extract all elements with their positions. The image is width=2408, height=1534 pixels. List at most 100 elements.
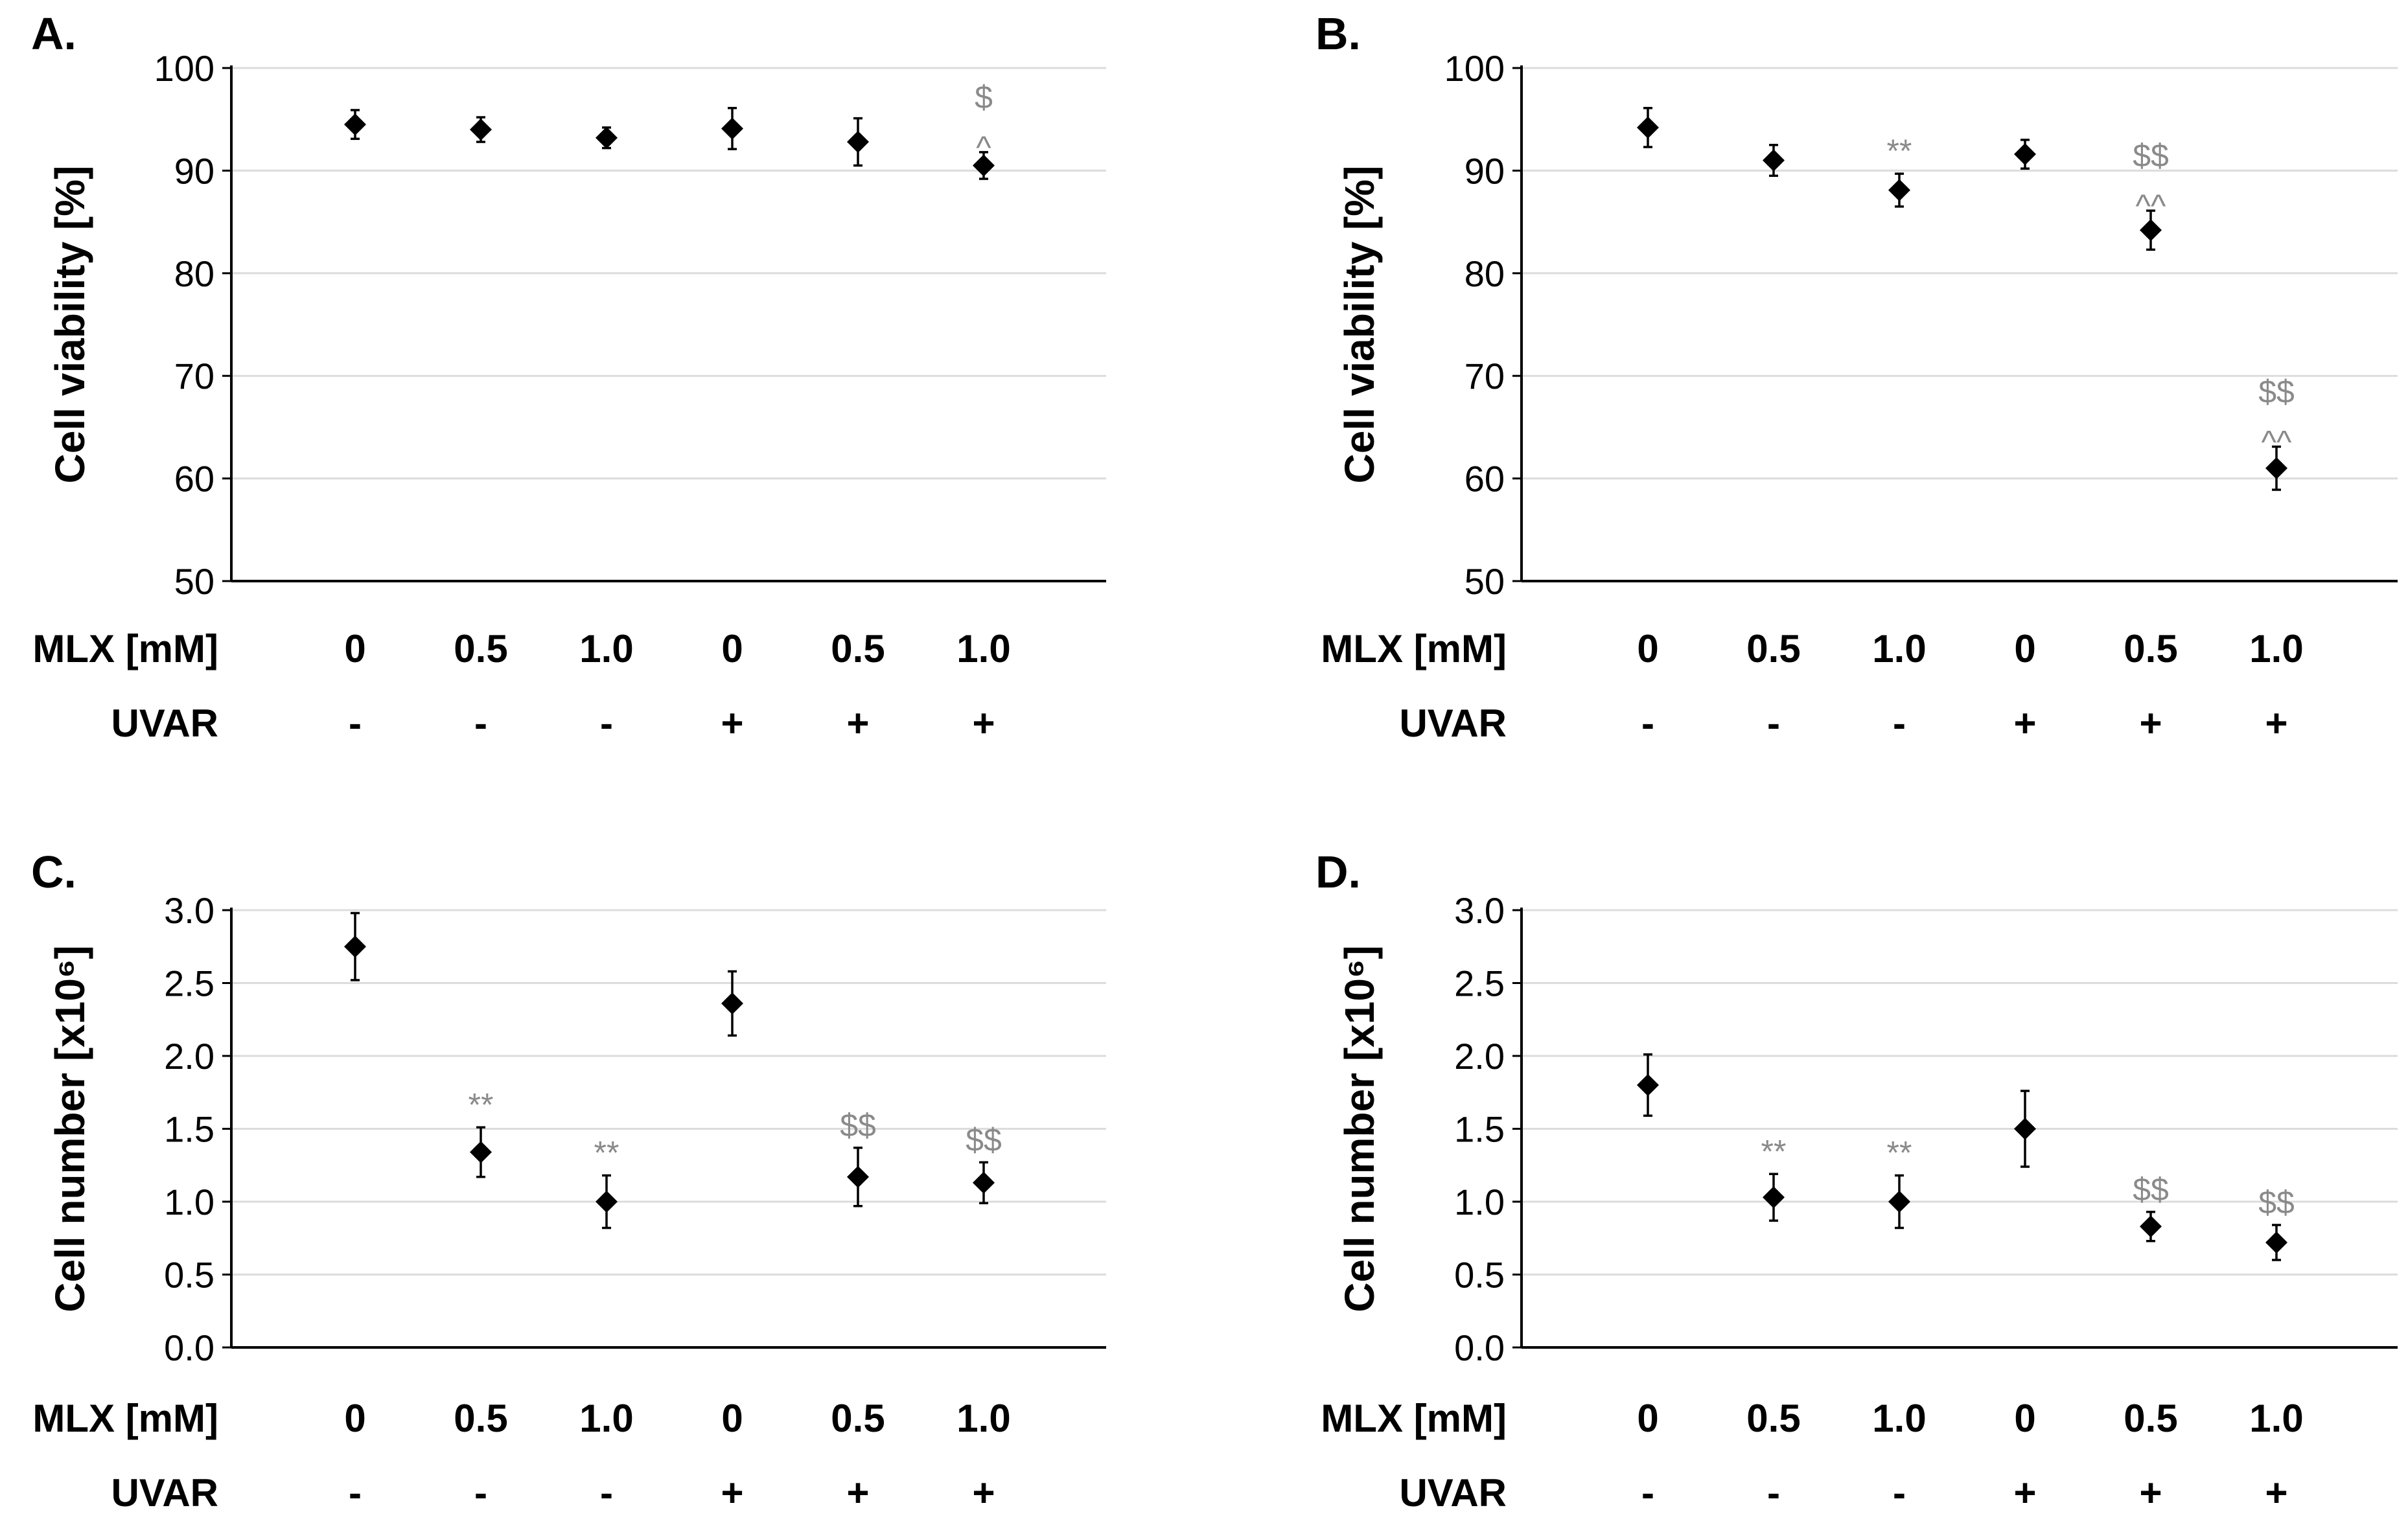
panel-1: A. 50 60 70 80 90 100 Cell viability [%] ^ $ MLX [… bbox=[31, 8, 1106, 745]
significance-label: ** bbox=[594, 1135, 619, 1171]
significance-label: $$ bbox=[840, 1107, 876, 1143]
y-tick-label: 2.5 bbox=[1454, 963, 1505, 1004]
category-label: - bbox=[349, 1471, 362, 1515]
panel-3: C. 0.0 0.5 1.0 1.5 2.0 2.5 3.0 Cell number [x10⁶… bbox=[31, 847, 1106, 1515]
significance-label: ** bbox=[1887, 1135, 1912, 1171]
significance-label: $ bbox=[975, 79, 993, 115]
data-point bbox=[2140, 1215, 2162, 1238]
row-label: UVAR bbox=[1399, 702, 1507, 745]
y-tick-label: 70 bbox=[1464, 356, 1505, 396]
category-label: 0.5 bbox=[454, 1397, 507, 1440]
data-point bbox=[2014, 143, 2036, 166]
category-label: 0.5 bbox=[2124, 1397, 2177, 1440]
row-label: UVAR bbox=[1399, 1471, 1507, 1515]
data-point bbox=[1888, 1191, 1910, 1213]
y-tick-label: 60 bbox=[174, 459, 214, 499]
category-label: - bbox=[600, 1471, 613, 1515]
data-point bbox=[847, 131, 869, 154]
category-label: 0 bbox=[721, 1397, 743, 1440]
panel-letter: A. bbox=[31, 8, 76, 59]
category-label: + bbox=[721, 702, 743, 745]
data-point bbox=[2014, 1117, 2036, 1140]
category-label: 0.5 bbox=[831, 1397, 885, 1440]
data-point bbox=[1763, 1186, 1785, 1209]
data-point bbox=[1888, 179, 1910, 201]
category-label: - bbox=[349, 702, 362, 745]
y-tick-label: 80 bbox=[1464, 253, 1505, 294]
significance-label: ^^ bbox=[2136, 188, 2166, 224]
panel-letter: B. bbox=[1315, 8, 1361, 59]
category-label: 1.0 bbox=[2249, 1397, 2303, 1440]
y-tick-label: 0.0 bbox=[1454, 1327, 1505, 1368]
category-label: - bbox=[1893, 1471, 1906, 1515]
category-label: - bbox=[474, 702, 487, 745]
y-tick-label: 100 bbox=[154, 48, 214, 89]
category-label: 0.5 bbox=[2124, 627, 2177, 670]
category-label: 0 bbox=[2014, 1397, 2035, 1440]
row-label: UVAR bbox=[111, 702, 218, 745]
category-label: 1.0 bbox=[2249, 627, 2303, 670]
category-label: + bbox=[2265, 702, 2287, 745]
data-point bbox=[2265, 457, 2287, 479]
category-label: 0.5 bbox=[1746, 627, 1800, 670]
significance-label: $$ bbox=[2133, 1171, 2169, 1208]
category-label: 0 bbox=[721, 627, 743, 670]
category-label: + bbox=[2139, 702, 2162, 745]
panel-letter: C. bbox=[31, 847, 76, 897]
category-label: 0.5 bbox=[454, 627, 507, 670]
significance-label: ** bbox=[1761, 1133, 1787, 1169]
row-label: MLX [mM] bbox=[1321, 627, 1507, 670]
category-label: + bbox=[846, 1471, 869, 1515]
significance-label: $$ bbox=[2258, 373, 2295, 409]
y-tick-label: 3.0 bbox=[1454, 890, 1505, 931]
category-label: 0 bbox=[1637, 627, 1658, 670]
data-point bbox=[596, 1191, 618, 1213]
y-axis-label: Cell number [x10⁶] bbox=[1336, 945, 1383, 1312]
y-tick-label: 1.0 bbox=[164, 1182, 214, 1222]
data-point bbox=[973, 1171, 995, 1194]
category-label: 1.0 bbox=[1872, 1397, 1926, 1440]
category-label: - bbox=[1893, 702, 1906, 745]
panel-letter: D. bbox=[1315, 847, 1361, 897]
y-tick-label: 0.5 bbox=[1454, 1255, 1505, 1296]
y-tick-label: 100 bbox=[1444, 48, 1505, 89]
y-tick-label: 90 bbox=[1464, 150, 1505, 191]
data-point bbox=[344, 113, 366, 136]
category-label: 0.5 bbox=[831, 627, 885, 670]
y-tick-label: 2.0 bbox=[1454, 1036, 1505, 1077]
y-tick-label: 50 bbox=[174, 561, 214, 602]
y-axis-label: Cell viability [%] bbox=[1336, 166, 1383, 484]
data-point bbox=[2265, 1231, 2287, 1254]
y-axis-label: Cell viability [%] bbox=[47, 166, 93, 484]
y-tick-label: 60 bbox=[1464, 459, 1505, 499]
category-label: 1.0 bbox=[1872, 627, 1926, 670]
y-tick-label: 80 bbox=[174, 253, 214, 294]
category-label: - bbox=[1641, 1471, 1654, 1515]
data-point bbox=[1763, 149, 1785, 172]
data-point bbox=[1637, 116, 1659, 139]
row-label: MLX [mM] bbox=[32, 627, 218, 670]
category-label: - bbox=[474, 1471, 487, 1515]
category-label: - bbox=[1767, 702, 1780, 745]
data-point bbox=[1637, 1074, 1659, 1096]
category-label: + bbox=[2013, 1471, 2036, 1515]
data-point bbox=[470, 1141, 492, 1163]
row-label: MLX [mM] bbox=[32, 1397, 218, 1440]
data-point bbox=[596, 126, 618, 149]
row-label: MLX [mM] bbox=[1321, 1397, 1507, 1440]
category-label: - bbox=[1767, 1471, 1780, 1515]
category-label: - bbox=[1641, 702, 1654, 745]
category-label: 0 bbox=[1637, 1397, 1658, 1440]
y-tick-label: 0.5 bbox=[164, 1255, 214, 1296]
significance-label: $$ bbox=[966, 1121, 1002, 1158]
significance-label: ^^ bbox=[2262, 424, 2292, 460]
panel-4: D. 0.0 0.5 1.0 1.5 2.0 2.5 3.0 Cell number [x10⁶… bbox=[1315, 847, 2398, 1515]
significance-label: $$ bbox=[2258, 1184, 2295, 1220]
category-label: + bbox=[2013, 702, 2036, 745]
category-label: 1.0 bbox=[579, 1397, 633, 1440]
category-label: 0 bbox=[2014, 627, 2035, 670]
category-label: + bbox=[972, 702, 995, 745]
y-tick-label: 2.0 bbox=[164, 1036, 214, 1077]
data-point bbox=[470, 119, 492, 141]
